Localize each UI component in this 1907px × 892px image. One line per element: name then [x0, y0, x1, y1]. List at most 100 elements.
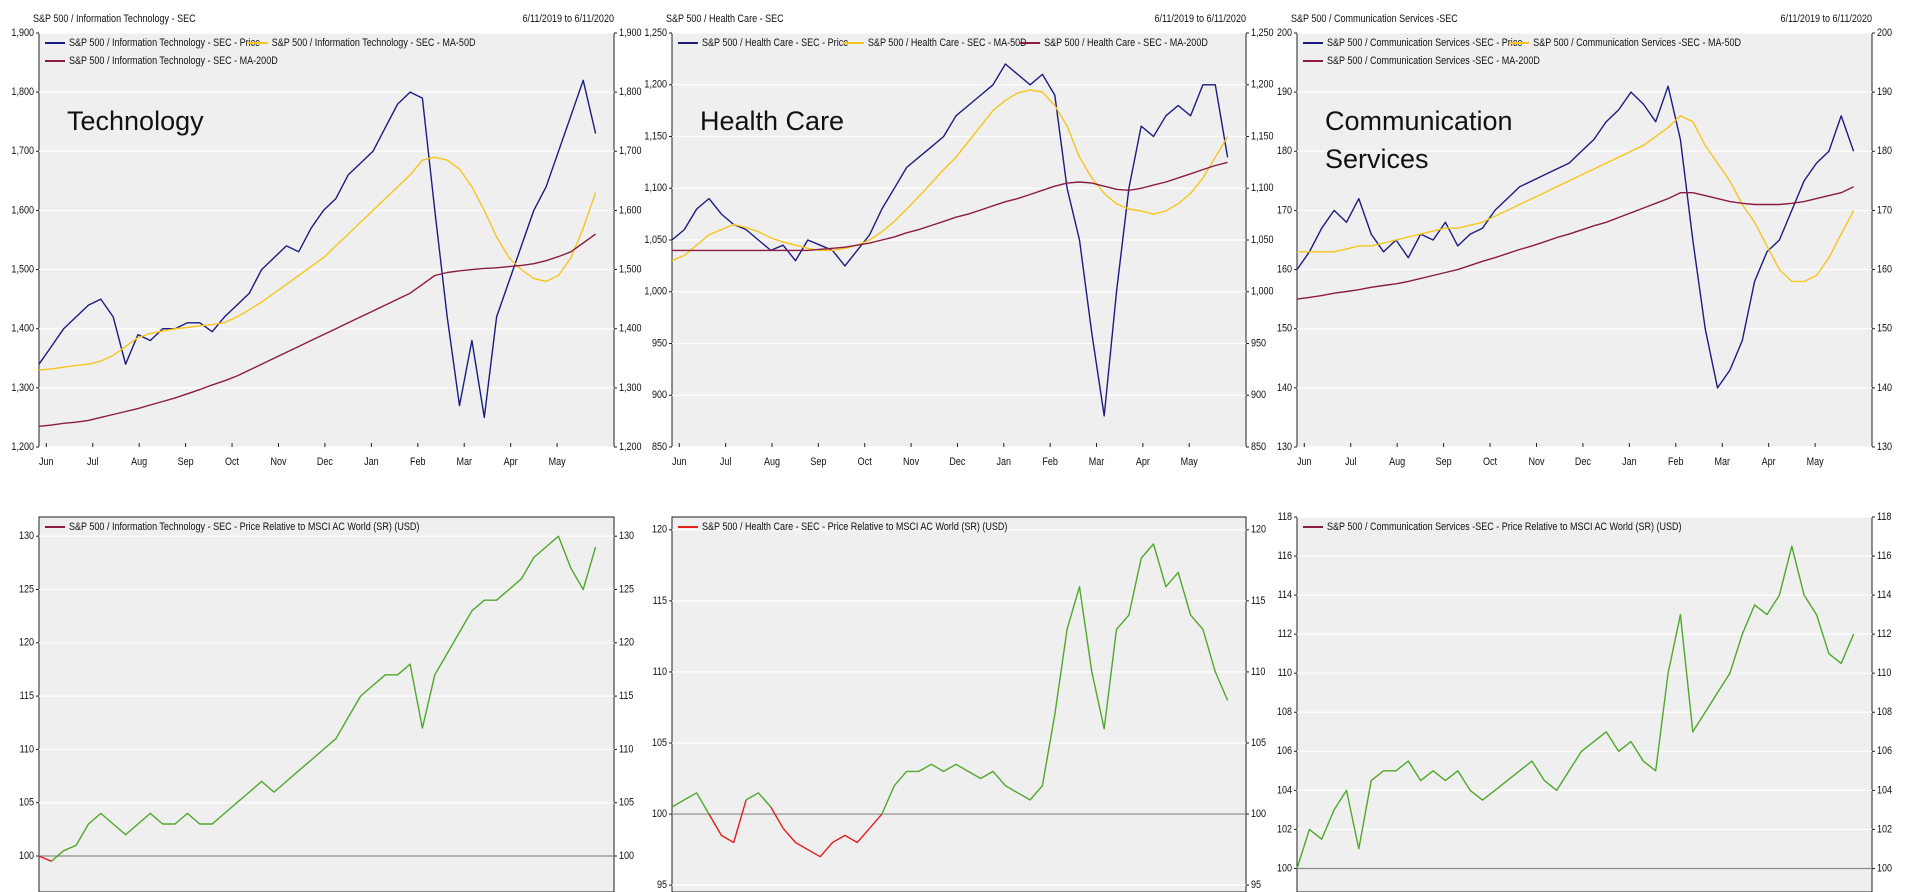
y-tick-label: 1,800: [619, 86, 642, 98]
y-tick-label: 120: [1251, 524, 1266, 536]
series-line: [50, 535, 597, 862]
y-tick-label: 1,150: [1251, 130, 1274, 142]
y-tick-label: 120: [19, 637, 34, 649]
series-line: [38, 233, 597, 427]
y-tick-label: 1,400: [11, 323, 34, 335]
y-tick-label: 115: [20, 690, 34, 702]
y-tick-label: 105: [619, 797, 634, 809]
x-tick-label: Mar: [456, 456, 472, 468]
sector-annotation: Technology: [67, 106, 204, 136]
x-tick-label: Dec: [1575, 456, 1591, 468]
x-tick-label: Jun: [1297, 456, 1312, 468]
y-tick-label: 130: [619, 530, 634, 542]
series-line: [38, 79, 597, 419]
y-tick-label: 1,150: [644, 130, 667, 142]
y-tick-label: 1,700: [619, 145, 642, 157]
y-tick-label: 100: [1877, 862, 1892, 874]
y-tick-label: 150: [1277, 323, 1292, 335]
y-tick-label: 105: [652, 737, 667, 749]
x-tick-label: Oct: [225, 456, 239, 468]
series-line: [671, 63, 1229, 417]
x-tick-label: Jan: [997, 456, 1012, 468]
y-tick-label: 190: [1277, 86, 1292, 98]
series-line: [672, 161, 1228, 252]
plot-area: [671, 516, 1247, 892]
y-tick-label: 1,050: [644, 234, 667, 246]
y-tick-label: 850: [652, 441, 667, 453]
y-tick-label: 200: [1277, 27, 1292, 39]
y-tick-label: 1,600: [11, 204, 34, 216]
x-tick-label: Jun: [672, 456, 687, 468]
legend-label: S&P 500 / Health Care - SEC - Price: [702, 37, 848, 49]
x-tick-label: Jan: [364, 456, 379, 468]
y-tick-label: 120: [652, 524, 667, 536]
y-tick-label: 100: [652, 808, 667, 820]
y-tick-label: 170: [1277, 204, 1292, 216]
y-tick-label: 130: [19, 530, 34, 542]
y-tick-label: 112: [1278, 628, 1292, 640]
y-tick-label: 102: [1277, 823, 1292, 835]
y-tick-label: 1,100: [644, 182, 667, 194]
series-line: [38, 855, 52, 862]
legend-label: S&P 500 / Communication Services -SEC - …: [1533, 37, 1741, 49]
y-tick-label: 105: [19, 797, 34, 809]
y-tick-label: 114: [1877, 589, 1891, 601]
series-line: [745, 792, 772, 808]
y-tick-label: 95: [1251, 879, 1261, 891]
y-tick-label: 140: [1877, 382, 1892, 394]
series-line: [1296, 545, 1855, 869]
x-tick-label: Apr: [1136, 456, 1150, 468]
y-tick-label: 150: [1877, 323, 1892, 335]
legend-label: S&P 500 / Information Technology - SEC -…: [69, 55, 278, 67]
x-tick-label: Sep: [1436, 456, 1452, 468]
y-tick-label: 190: [1877, 86, 1892, 98]
y-tick-label: 1,200: [11, 441, 34, 453]
y-tick-label: 125: [619, 583, 634, 595]
y-tick-label: 125: [19, 583, 34, 595]
y-tick-label: 200: [1877, 27, 1892, 39]
y-tick-label: 1,800: [11, 86, 34, 98]
x-tick-label: Jul: [1345, 456, 1357, 468]
plot-area: [38, 32, 615, 448]
sector-annotation: Communication Services: [1325, 106, 1513, 174]
x-tick-label: Sep: [810, 456, 826, 468]
y-tick-label: 160: [1277, 263, 1292, 275]
y-tick-label: 115: [1251, 595, 1265, 607]
y-tick-label: 100: [619, 850, 634, 862]
y-tick-label: 102: [1877, 823, 1892, 835]
series-line: [708, 799, 747, 844]
y-tick-label: 180: [1877, 145, 1892, 157]
legend-label: S&P 500 / Health Care - SEC - MA-50D: [868, 37, 1027, 49]
x-tick-label: Feb: [410, 456, 426, 468]
x-tick-label: Apr: [504, 456, 518, 468]
y-tick-label: 104: [1277, 784, 1292, 796]
y-tick-label: 1,400: [619, 323, 642, 335]
y-tick-label: 114: [1278, 589, 1292, 601]
chart-panel: 100 100 105 105 110 110 115 115 120 120 125 125 130 1…: [19, 516, 634, 892]
y-tick-label: 900: [652, 389, 667, 401]
y-tick-label: 1,250: [644, 27, 667, 39]
y-tick-label: 100: [1277, 862, 1292, 874]
plot-area: [38, 516, 615, 892]
y-tick-label: 1,000: [1251, 286, 1274, 298]
legend-label: S&P 500 / Communication Services -SEC - …: [1327, 37, 1522, 49]
y-tick-label: 110: [619, 743, 633, 755]
y-tick-label: 108: [1877, 706, 1892, 718]
y-tick-label: 1,300: [619, 382, 642, 394]
chart-panel: 1,200 1,200 1,300 1,300 1,400 1,400 1,500 1,500…: [11, 13, 641, 468]
y-tick-label: 950: [1251, 337, 1266, 349]
chart-title: S&P 500 / Information Technology - SEC: [33, 13, 196, 25]
y-tick-label: 1,700: [11, 145, 34, 157]
chart-panel: 130 130 140 140 150 150 160 160 170 170 180 180 190 1…: [1277, 13, 1892, 468]
y-tick-label: 115: [619, 690, 633, 702]
x-tick-label: Nov: [270, 456, 286, 468]
y-tick-label: 1,900: [11, 27, 34, 39]
y-tick-label: 108: [1277, 706, 1292, 718]
series-line: [1296, 85, 1855, 389]
x-tick-label: Dec: [317, 456, 333, 468]
x-tick-label: May: [1181, 456, 1198, 468]
plot-area: [1296, 516, 1873, 892]
x-tick-label: Nov: [1528, 456, 1544, 468]
y-tick-label: 116: [1877, 550, 1891, 562]
